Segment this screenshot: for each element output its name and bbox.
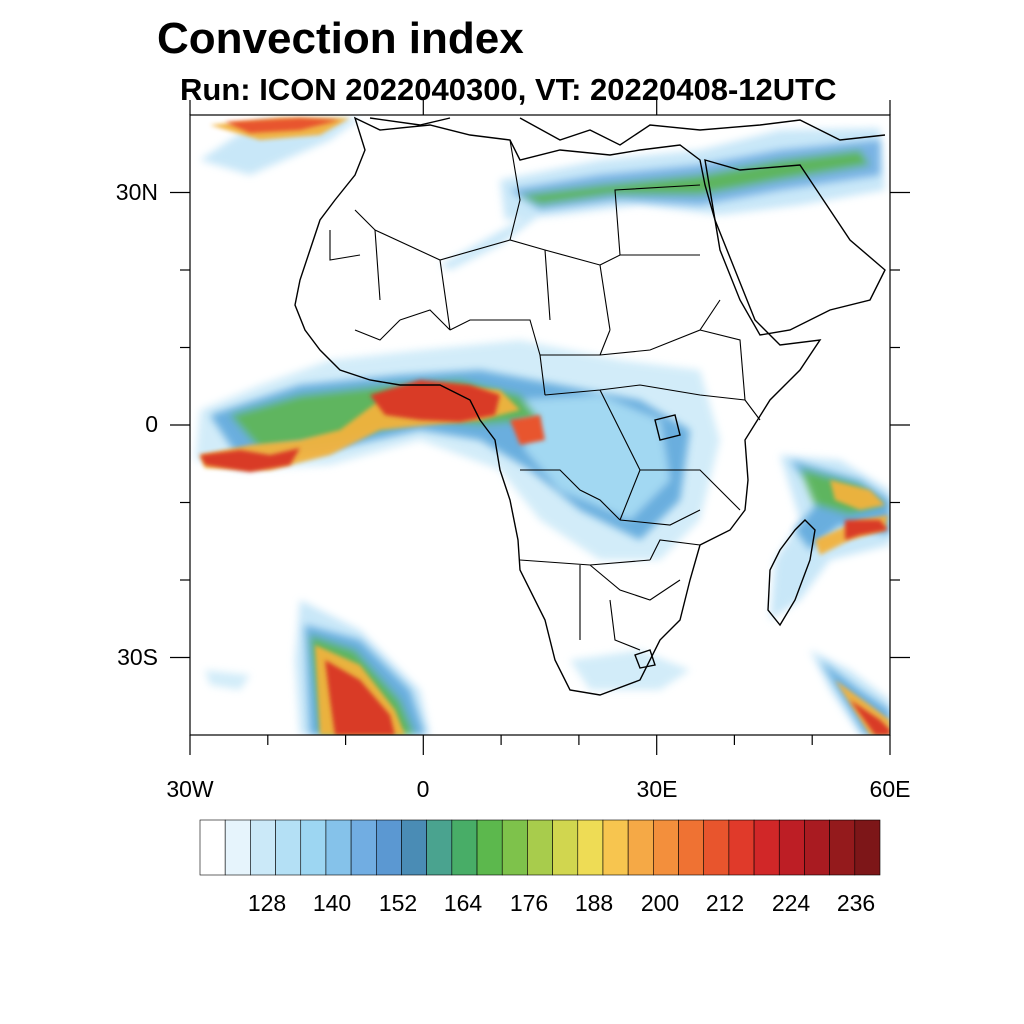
colorbar-box (451, 819, 478, 876)
colorbar-label-152: 152 (378, 890, 418, 916)
colorbar-label-188: 188 (574, 890, 614, 916)
colorbar-box (804, 819, 830, 876)
colorbar-box (375, 819, 402, 876)
colorbar-box (703, 819, 730, 876)
colorbar-box (250, 819, 276, 876)
colorbar-box (350, 819, 377, 876)
colorbar-box (552, 819, 579, 876)
map-subtitle: Run: ICON 2022040300, VT: 20220408-12UTC (180, 72, 837, 107)
convection-field (195, 118, 890, 735)
lon-label-0: 0 (416, 776, 430, 802)
lat-label-30s: 30S (117, 644, 158, 670)
field-red-madagascar (845, 520, 888, 540)
lon-label-30e: 30E (636, 776, 678, 802)
colorbar-box (325, 819, 352, 876)
colorbar-box (577, 819, 604, 876)
lon-label-60e: 60E (869, 776, 911, 802)
colorbar-label-128: 128 (247, 890, 287, 916)
europe-coastline (369, 117, 886, 146)
colorbar-label-200: 200 (640, 890, 680, 916)
field-weak-sahara-streak (440, 215, 540, 270)
colorbar-box (476, 819, 503, 876)
colorbar-label-164: 164 (443, 890, 483, 916)
colorbar-box (527, 819, 553, 876)
colorbar-label-176: 176 (509, 890, 549, 916)
lake-victoria (654, 414, 681, 441)
colorbar-label-236: 236 (836, 890, 876, 916)
colorbar-box (653, 819, 679, 876)
colorbar-box (426, 819, 453, 876)
colorbar-box (275, 819, 302, 876)
colorbar-box (224, 819, 251, 876)
colorbar-box (602, 819, 629, 876)
colorbar-box (778, 819, 805, 876)
field-red-north-top (225, 118, 340, 133)
field-red-south-atlantic (325, 660, 395, 735)
colorbar-label-140: 140 (312, 890, 352, 916)
lon-label-30w: 30W (166, 776, 214, 802)
colorbar-box (627, 819, 654, 876)
coastlines (294, 116, 886, 696)
colorbar-box (501, 819, 528, 876)
madagascar-coastline (767, 519, 816, 627)
axis-ticks (170, 100, 910, 755)
field-orange-madagascar (830, 480, 885, 510)
colorbar-label-212: 212 (705, 890, 745, 916)
colorbar-box (753, 819, 780, 876)
colorbar (199, 819, 881, 876)
colorbar-box (199, 819, 226, 876)
colorbar-box (300, 819, 327, 876)
colorbar-label-224: 224 (771, 890, 811, 916)
country-borders (329, 139, 761, 651)
lesotho (634, 649, 656, 669)
lat-label-0: 0 (145, 411, 158, 437)
colorbar-box (401, 819, 427, 876)
arabia-coastline (704, 159, 886, 336)
field-red-congo (510, 415, 545, 445)
colorbar-box (854, 819, 881, 876)
map-title: Convection index (157, 14, 524, 63)
field-weak-south-africa (570, 650, 690, 690)
field-red-southeast (850, 700, 890, 735)
field-weak-sw-blob (205, 670, 250, 690)
colorbar-box (678, 819, 705, 876)
lat-label-30n: 30N (115, 179, 158, 205)
africa-coastline (294, 116, 822, 696)
colorbar-box (728, 819, 755, 876)
field-red-equator-west (200, 448, 300, 472)
colorbar-box (829, 819, 856, 876)
field-green-north-band (520, 150, 870, 205)
field-red-equator-gulf (370, 380, 500, 422)
